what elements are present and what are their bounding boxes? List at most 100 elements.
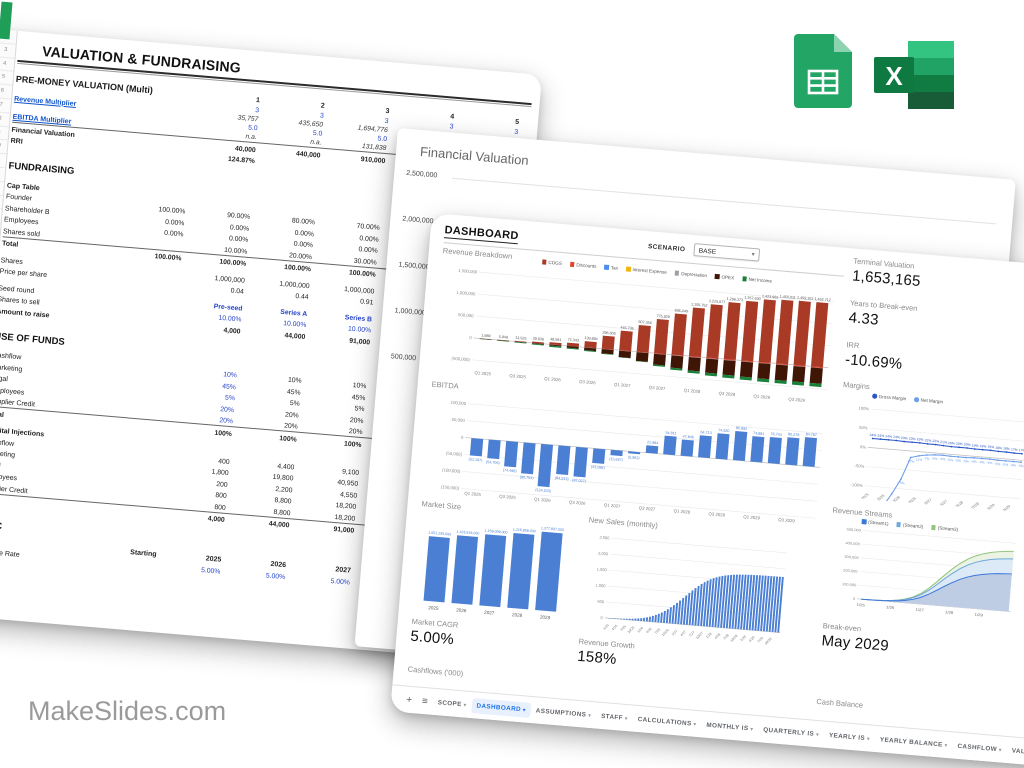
- svg-text:71,343: 71,343: [568, 338, 580, 343]
- svg-text:Q1 2025: Q1 2025: [856, 492, 870, 504]
- svg-text:1/25: 1/25: [856, 602, 865, 607]
- sheet-menu-icon[interactable]: ≡: [421, 695, 429, 707]
- svg-text:1,296,373: 1,296,373: [726, 297, 743, 302]
- legend-swatch: [861, 519, 867, 525]
- tab-staff[interactable]: STAFF▾: [596, 708, 634, 726]
- svg-text:-50%: -50%: [854, 463, 865, 469]
- svg-text:Q1 2028: Q1 2028: [684, 388, 701, 394]
- svg-text:19%: 19%: [972, 443, 979, 447]
- tab-valuation[interactable]: VALUATION▾: [1006, 743, 1024, 762]
- irr-kpi: IRR -10.69%: [844, 340, 903, 373]
- svg-text:1/29: 1/29: [974, 612, 983, 617]
- axis-label: 1,500,000: [398, 261, 430, 272]
- svg-text:(43,096): (43,096): [591, 465, 605, 470]
- tab-yearly-is[interactable]: YEARLY IS▾: [823, 727, 875, 746]
- axis-label: 500,000: [390, 353, 417, 363]
- market-size-block: Market Size 1,051,255,000 2025 1,103,818,0…: [412, 499, 574, 635]
- svg-text:50,000: 50,000: [451, 417, 465, 423]
- sheet-cell: [95, 567, 158, 572]
- svg-text:21,994: 21,994: [647, 440, 659, 445]
- svg-text:19%: 19%: [987, 445, 994, 449]
- chevron-down-icon: ▾: [463, 701, 467, 709]
- excel-x-letter: X: [885, 61, 903, 91]
- svg-text:Q3 2029: Q3 2029: [788, 396, 805, 402]
- svg-text:Q1 2029: Q1 2029: [743, 514, 760, 520]
- svg-text:18%: 18%: [1003, 446, 1010, 450]
- add-sheet-icon[interactable]: +: [405, 694, 413, 706]
- svg-text:500,000: 500,000: [458, 312, 475, 318]
- legend-swatch: [569, 261, 575, 267]
- svg-text:23%: 23%: [917, 437, 924, 441]
- svg-text:Q1 2027: Q1 2027: [614, 382, 631, 388]
- tab-yearly-balance[interactable]: YEARLY BALANCE▾: [874, 731, 953, 752]
- svg-text:(5,962): (5,962): [628, 455, 640, 460]
- svg-text:-5%: -5%: [1002, 462, 1008, 466]
- tab-quarterly-is[interactable]: QUARTERLY IS▾: [758, 722, 825, 742]
- svg-text:1/27: 1/27: [915, 607, 924, 612]
- svg-text:1,216,959,000: 1,216,959,000: [513, 527, 536, 533]
- tab-label: CALCULATIONS: [637, 715, 692, 727]
- dashboard-title: DASHBOARD: [443, 224, 520, 245]
- svg-text:10/29: 10/29: [764, 637, 773, 646]
- svg-text:1,159,009,000: 1,159,009,000: [484, 529, 507, 535]
- svg-text:-5%: -5%: [1010, 463, 1016, 467]
- kpi-value: 5.00%: [409, 627, 455, 649]
- svg-text:22%: 22%: [932, 439, 939, 443]
- svg-text:-5%: -5%: [947, 458, 953, 462]
- excel-icon: X: [874, 41, 954, 109]
- chevron-down-icon: ▾: [815, 731, 820, 738]
- chevron-down-icon: ▾: [866, 735, 871, 742]
- tab-monthly-is[interactable]: MONTHLY IS▾: [701, 717, 759, 737]
- svg-text:2,500: 2,500: [599, 535, 610, 541]
- svg-text:500: 500: [597, 599, 605, 605]
- svg-text:85,892: 85,892: [736, 426, 748, 431]
- svg-text:1,000: 1,000: [595, 582, 606, 588]
- svg-text:4/27: 4/27: [679, 630, 687, 638]
- svg-text:Q3 2026: Q3 2026: [579, 379, 596, 385]
- svg-text:-5%: -5%: [931, 457, 937, 461]
- svg-text:Q1 2028: Q1 2028: [950, 500, 964, 512]
- svg-text:300,000: 300,000: [844, 555, 859, 560]
- svg-text:296,605: 296,605: [602, 331, 616, 336]
- sheet-tab-bar: + ≡ SCOPE▾ DASHBOARD▾ ASSUMPTIONS▾ STAFF▾ CALC…: [390, 684, 1024, 768]
- margins-block: Margins Gross Margin Net Margin 100% 50% 0%…: [833, 380, 1024, 529]
- svg-text:74,881: 74,881: [753, 431, 765, 436]
- svg-text:-5%: -5%: [955, 459, 961, 463]
- svg-text:(15,667): (15,667): [609, 457, 623, 462]
- row-number: 15: [0, 207, 2, 224]
- svg-text:-100%: -100%: [850, 482, 863, 488]
- svg-text:775,929: 775,929: [656, 314, 670, 319]
- scenario-label: SCENARIO: [647, 243, 686, 254]
- svg-text:47,846: 47,846: [682, 434, 694, 439]
- tab-dashboard[interactable]: DASHBOARD▾: [470, 697, 532, 718]
- svg-text:-5%: -5%: [963, 459, 969, 463]
- chevron-down-icon: ▾: [522, 706, 527, 714]
- tab-cashflow[interactable]: CASHFLOW▾: [952, 738, 1008, 758]
- ebitda-chart: 100,000 50,000 0 (50,000) (100,000) (150,000)…: [441, 400, 823, 523]
- row-number: 8: [0, 111, 10, 128]
- svg-text:-5%: -5%: [1018, 464, 1024, 468]
- svg-text:-17%: -17%: [906, 459, 914, 464]
- tab-label: SCOPE: [437, 698, 463, 708]
- svg-text:0: 0: [600, 615, 603, 620]
- tab-label: VALUATION: [1011, 746, 1024, 758]
- cashflows-title: Cashflows ('000): [407, 664, 464, 679]
- svg-text:1/26: 1/26: [637, 626, 645, 634]
- svg-text:100,000: 100,000: [450, 400, 467, 406]
- svg-text:400,000: 400,000: [845, 541, 860, 546]
- svg-text:607,356: 607,356: [638, 320, 652, 325]
- svg-text:1,277,807,000: 1,277,807,000: [541, 526, 564, 532]
- market-cagr-kpi: Market CAGR 5.00%: [410, 617, 459, 649]
- svg-text:1,989: 1,989: [481, 333, 491, 338]
- svg-text:4/25: 4/25: [611, 624, 619, 632]
- svg-text:Q1 2025: Q1 2025: [474, 370, 491, 376]
- svg-text:(500,000): (500,000): [451, 356, 470, 363]
- axis-label: 2,000,000: [402, 215, 434, 226]
- svg-text:7/27: 7/27: [688, 630, 696, 638]
- svg-text:200,000: 200,000: [843, 569, 858, 574]
- tab-calculations[interactable]: CALCULATIONS▾: [632, 711, 702, 732]
- tab-scope[interactable]: SCOPE▾: [432, 694, 472, 712]
- svg-text:1,500,000: 1,500,000: [458, 268, 478, 275]
- scenario-dropdown[interactable]: BASE ▾: [693, 243, 761, 262]
- tab-assumptions[interactable]: ASSUMPTIONS▾: [530, 703, 597, 723]
